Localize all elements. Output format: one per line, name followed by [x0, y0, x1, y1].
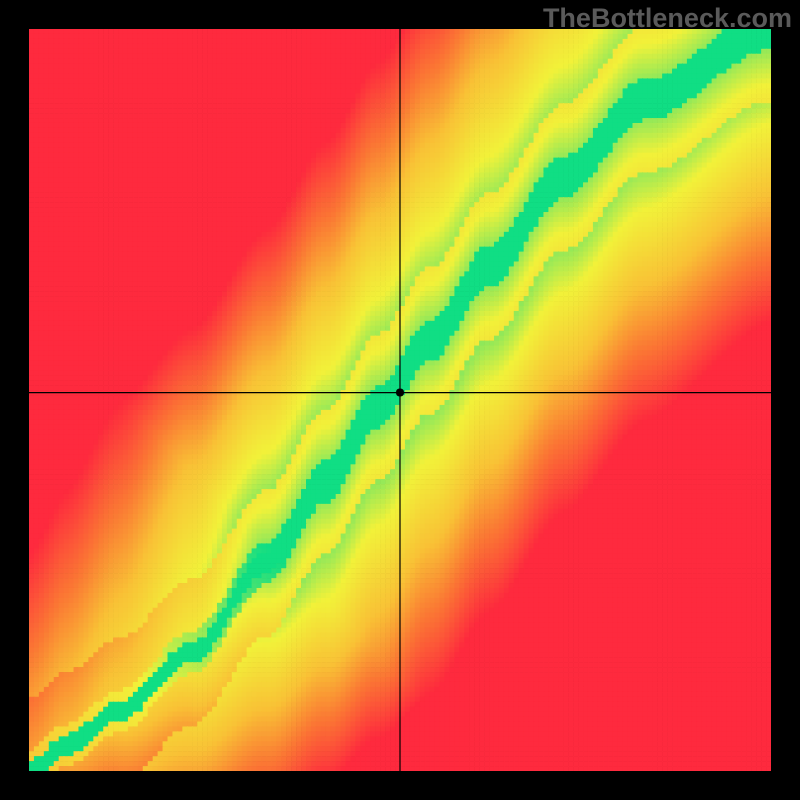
bottleneck-heatmap [0, 0, 800, 800]
watermark-text: TheBottleneck.com [543, 3, 792, 34]
